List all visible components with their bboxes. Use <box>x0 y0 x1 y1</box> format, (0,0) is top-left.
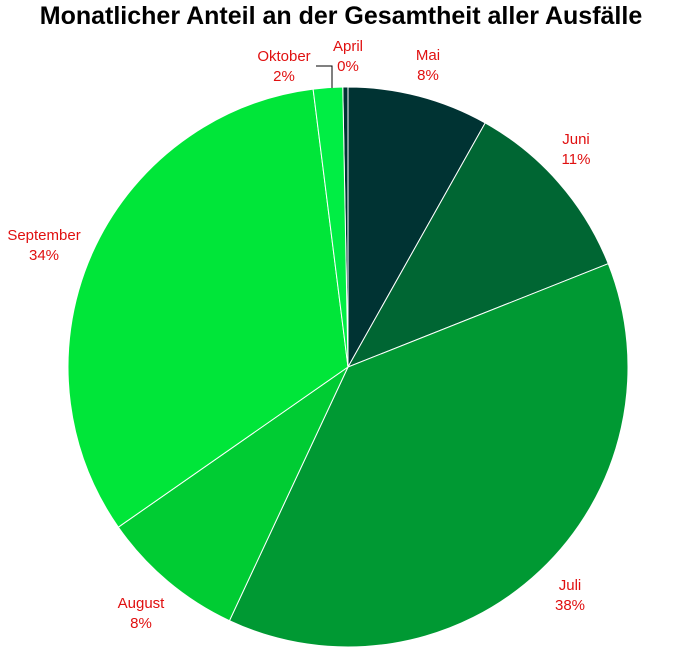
leader-lines <box>316 65 333 88</box>
slice-label-mai: Mai 8% <box>416 47 440 84</box>
pie-slices <box>67 86 629 648</box>
slice-labels: April 0% Mai 8% Juni 11% Juli 38% August 8% Septem… <box>7 38 590 632</box>
slice-label-juli: Juli 38% <box>555 577 585 614</box>
pie-slice-oktober <box>312 86 349 368</box>
slice-name: August <box>118 595 166 612</box>
slice-percent: 11% <box>562 151 591 168</box>
slice-percent: 38% <box>555 597 585 614</box>
slice-name: April <box>333 38 363 55</box>
slice-label-august: August 8% <box>118 595 166 632</box>
pie-slice-september <box>67 88 349 528</box>
pie-slice-mai <box>347 86 486 369</box>
chart-title: Monatlicher Anteil an der Gesamtheit all… <box>39 2 643 30</box>
slice-name: Juli <box>559 577 582 594</box>
slice-label-oktober: Oktober 2% <box>257 48 310 85</box>
slice-name: Oktober <box>257 48 310 65</box>
pie-slice-august <box>117 365 350 622</box>
slice-percent: 2% <box>273 68 295 85</box>
slice-name: Mai <box>416 47 440 64</box>
slice-label-september: September 34% <box>7 227 80 264</box>
slice-percent: 8% <box>130 615 152 632</box>
slice-percent: 0% <box>337 58 359 75</box>
leader-line-april <box>316 65 333 88</box>
slice-name: Juni <box>562 131 590 148</box>
pie-slice-juni <box>346 122 609 368</box>
slice-percent: 8% <box>417 67 439 84</box>
slice-percent: 34% <box>29 247 59 264</box>
slice-label-april: April 0% <box>333 38 363 75</box>
pie-slice-juli <box>228 263 629 648</box>
slice-label-juni: Juni 11% <box>562 131 591 168</box>
slice-name: September <box>7 227 80 244</box>
